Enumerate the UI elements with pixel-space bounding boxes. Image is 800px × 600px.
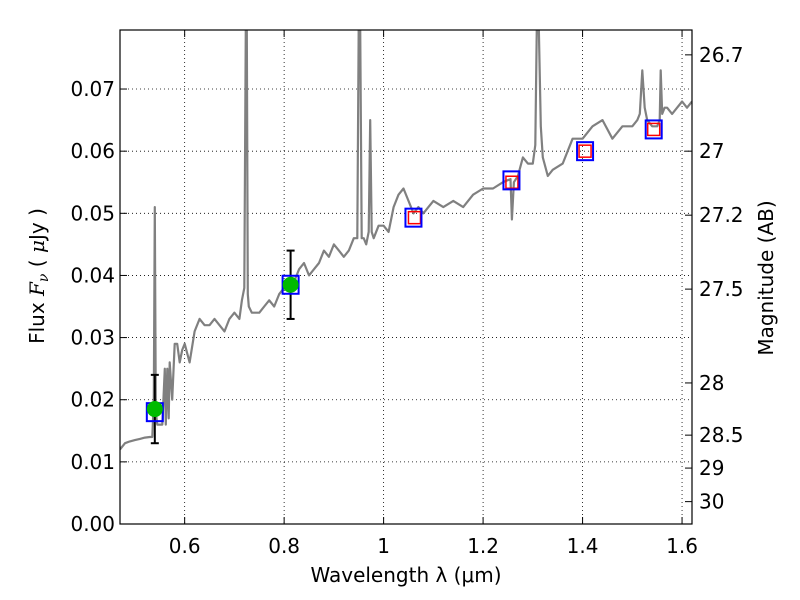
photometry-box (644, 119, 663, 140)
plot-frame (119, 29, 693, 525)
x-tick-label: 1 (377, 534, 390, 558)
y-tick-label: 0.05 (70, 201, 115, 225)
model-box (407, 210, 422, 225)
x-tick-label: 0.6 (169, 534, 201, 558)
y2-tick-label: 27.2 (699, 203, 744, 227)
y2-tick-label: 28.5 (699, 423, 744, 447)
measured-point (282, 276, 299, 293)
spectrum-series (120, 30, 692, 451)
y-tick-label: 0.07 (70, 77, 115, 101)
x-tick-label: 1.4 (567, 534, 599, 558)
y2-tick-label: 28 (699, 371, 724, 395)
photometry-markers (145, 119, 663, 445)
y-tick-label: 0.00 (70, 512, 115, 536)
spectrum-line (120, 30, 692, 451)
model-box (578, 144, 592, 158)
x-tick-label: 1.6 (666, 534, 698, 558)
y-tick-label: 0.04 (70, 263, 115, 287)
y-tick-label: 0.03 (70, 326, 115, 350)
y2-tick-label: 26.7 (699, 43, 744, 67)
photometry-box (502, 170, 521, 191)
model-box (646, 122, 661, 137)
y-axis-label: Flux Fν ( μJy ) (25, 208, 52, 344)
x-tick-label: 0.8 (268, 534, 300, 558)
measured-point (146, 401, 163, 418)
y-tick-label: 0.01 (70, 450, 115, 474)
y2-tick-label: 27 (699, 139, 724, 163)
axis-ticks: 0.6 0.8 1 1.2 1.4 1.6 0.00 0.01 0.02 0.03 0.04 0.05… (70, 30, 744, 558)
x-axis-label: Wavelength λ (μm) (310, 563, 501, 587)
x-tick-label: 1.2 (467, 534, 499, 558)
y2-tick-label: 29 (699, 456, 724, 480)
photometry-box (404, 207, 423, 228)
y-tick-label: 0.02 (70, 388, 115, 412)
y-tick-label: 0.06 (70, 139, 115, 163)
grid-lines (120, 30, 692, 524)
model-box (505, 175, 519, 189)
photometry-box (576, 141, 595, 162)
y2-tick-label: 30 (699, 490, 724, 514)
y2-tick-label: 27.5 (699, 277, 744, 301)
y2-axis-label: Magnitude (AB) (754, 200, 778, 355)
